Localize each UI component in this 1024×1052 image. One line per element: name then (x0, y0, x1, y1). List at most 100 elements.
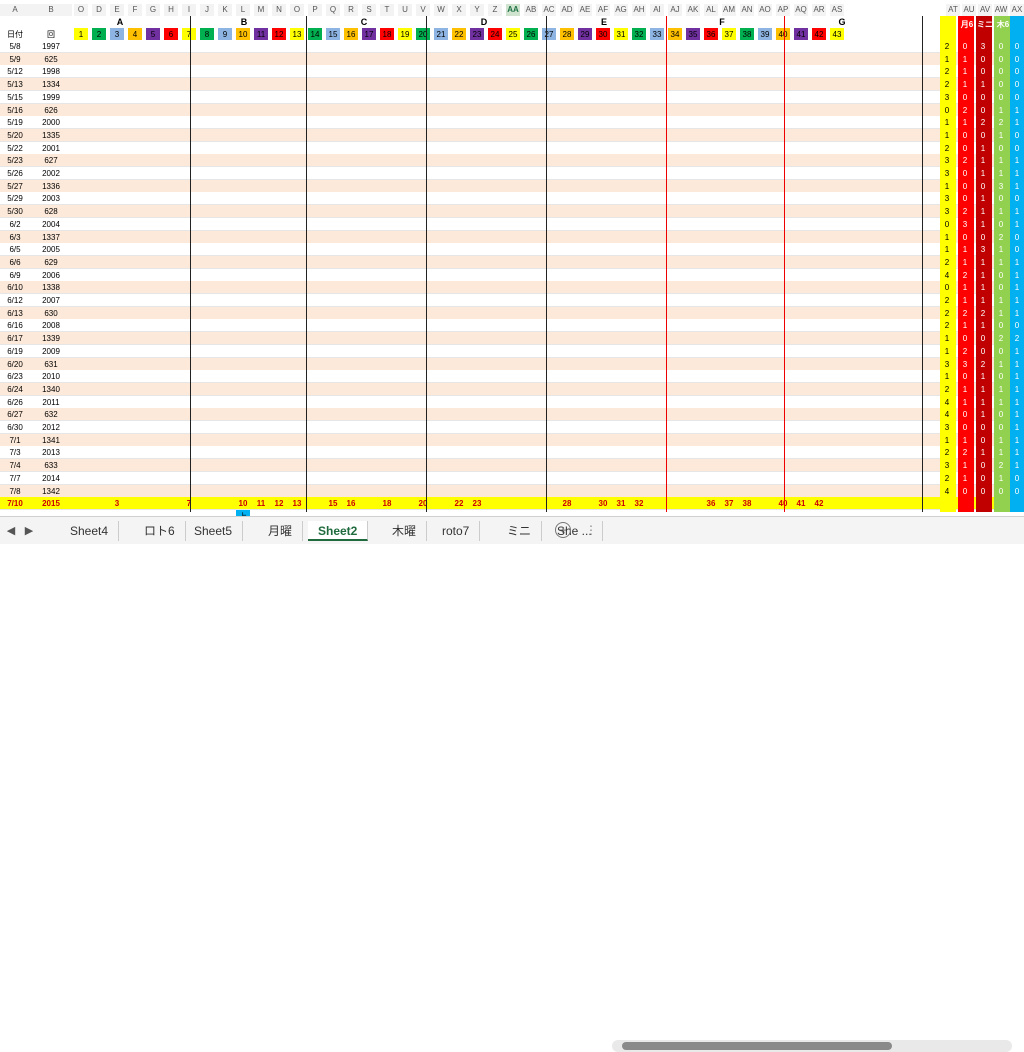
table-row[interactable] (0, 205, 1024, 219)
sheet-tab[interactable]: Sheet4 (60, 521, 120, 541)
column-header-u[interactable]: U (398, 4, 412, 16)
column-header-k[interactable]: K (218, 4, 232, 16)
table-row[interactable] (0, 179, 1024, 193)
table-row[interactable] (0, 65, 1024, 79)
table-row[interactable] (0, 217, 1024, 231)
sheet-tab[interactable]: Sheet2 (308, 521, 369, 541)
column-header-x[interactable]: X (452, 4, 466, 16)
column-header-ap[interactable]: AP (776, 4, 790, 16)
table-row[interactable] (0, 192, 1024, 206)
column-header-p[interactable]: P (308, 4, 322, 16)
table-row[interactable] (0, 243, 1024, 257)
add-sheet-button[interactable]: + (555, 522, 571, 538)
sheet-tab[interactable]: Sheet5 (184, 521, 244, 541)
sheet-tab[interactable]: 月曜 (258, 521, 304, 541)
table-row[interactable] (0, 344, 1024, 358)
column-header-av[interactable]: AV (978, 4, 992, 16)
sheet-tab[interactable]: 木曜 (382, 521, 428, 541)
table-row[interactable] (0, 116, 1024, 130)
table-row[interactable] (0, 154, 1024, 168)
table-row[interactable] (0, 281, 1024, 295)
column-header-a[interactable]: A (0, 4, 30, 16)
column-header-af[interactable]: AF (596, 4, 610, 16)
column-header-aw[interactable]: AW (994, 4, 1008, 16)
table-row[interactable] (0, 255, 1024, 269)
table-row[interactable] (0, 421, 1024, 434)
column-header-ae[interactable]: AE (578, 4, 592, 16)
table-row[interactable] (0, 357, 1024, 371)
column-header-at[interactable]: AT (946, 4, 960, 16)
column-header-z[interactable]: Z (488, 4, 502, 16)
column-header-ac[interactable]: AC (542, 4, 556, 16)
table-row[interactable] (0, 433, 1024, 447)
table-row[interactable] (0, 103, 1024, 117)
column-header-o[interactable]: O (74, 4, 88, 16)
table-row[interactable] (0, 395, 1024, 409)
column-header-aj[interactable]: AJ (668, 4, 682, 16)
column-header-i[interactable]: I (182, 4, 196, 16)
column-header-ai[interactable]: AI (650, 4, 664, 16)
sheet-tab[interactable]: ロト6 (134, 521, 186, 541)
column-header-d[interactable]: D (92, 4, 106, 16)
column-header-ah[interactable]: AH (632, 4, 646, 16)
table-row[interactable] (0, 408, 1024, 422)
column-header-an[interactable]: AN (740, 4, 754, 16)
table-row[interactable] (0, 306, 1024, 320)
table-row[interactable] (0, 40, 1024, 53)
column-header-j[interactable]: J (200, 4, 214, 16)
next-sheet-icon[interactable]: ▶ (24, 525, 34, 537)
column-header-q[interactable]: Q (326, 4, 340, 16)
table-row[interactable] (0, 141, 1024, 155)
column-header-ag[interactable]: AG (614, 4, 628, 16)
column-header-ao[interactable]: AO (758, 4, 772, 16)
column-header-ad[interactable]: AD (560, 4, 574, 16)
column-header-m[interactable]: M (254, 4, 268, 16)
column-header-am[interactable]: AM (722, 4, 736, 16)
column-header-n[interactable]: N (272, 4, 286, 16)
column-header-b[interactable]: B (30, 4, 72, 16)
column-header-aq[interactable]: AQ (794, 4, 808, 16)
column-header-ax[interactable]: AX (1010, 4, 1024, 16)
column-header-e[interactable]: E (110, 4, 124, 16)
table-row[interactable] (0, 52, 1024, 66)
column-header-al[interactable]: AL (704, 4, 718, 16)
column-header-l[interactable]: L (236, 4, 250, 16)
column-header-y[interactable]: Y (470, 4, 484, 16)
scrollbar-thumb[interactable] (622, 1042, 892, 1050)
sheet-tab[interactable]: roto7 (432, 521, 481, 541)
table-row[interactable] (0, 78, 1024, 92)
more-options-icon[interactable]: ⋮ (585, 523, 597, 537)
column-header-r[interactable]: R (344, 4, 358, 16)
table-row[interactable] (0, 319, 1024, 333)
column-header-ab[interactable]: AB (524, 4, 538, 16)
column-header-t[interactable]: T (380, 4, 394, 16)
sheet-tab[interactable]: ミニ (497, 521, 543, 541)
table-row[interactable] (0, 230, 1024, 244)
spreadsheet-grid[interactable]: A B O D E F G H I J K L M N O P Q R S T U V W X Y Z AA AB AC AD AE AF AG… (0, 0, 1024, 516)
table-row[interactable] (0, 446, 1024, 460)
table-row[interactable] (0, 294, 1024, 307)
prev-sheet-icon[interactable]: ◀ (6, 525, 16, 537)
column-header-s[interactable]: S (362, 4, 376, 16)
table-row[interactable] (0, 268, 1024, 282)
column-header-ar[interactable]: AR (812, 4, 826, 16)
column-header-f[interactable]: F (128, 4, 142, 16)
table-row[interactable] (0, 459, 1024, 473)
column-header-o[interactable]: O (290, 4, 304, 16)
table-row[interactable] (0, 484, 1024, 498)
column-header-v[interactable]: V (416, 4, 430, 16)
column-header-w[interactable]: W (434, 4, 448, 16)
table-row[interactable] (0, 382, 1024, 396)
column-header-g[interactable]: G (146, 4, 160, 16)
table-row[interactable] (0, 128, 1024, 142)
table-row[interactable] (0, 471, 1024, 485)
table-row[interactable] (0, 167, 1024, 180)
column-header-h[interactable]: H (164, 4, 178, 16)
horizontal-scrollbar[interactable] (612, 1040, 1012, 1052)
table-row[interactable] (0, 370, 1024, 384)
table-row[interactable] (0, 90, 1024, 104)
column-header-ak[interactable]: AK (686, 4, 700, 16)
column-header-as[interactable]: AS (830, 4, 844, 16)
column-header-au[interactable]: AU (962, 4, 976, 16)
table-row[interactable] (0, 332, 1024, 346)
